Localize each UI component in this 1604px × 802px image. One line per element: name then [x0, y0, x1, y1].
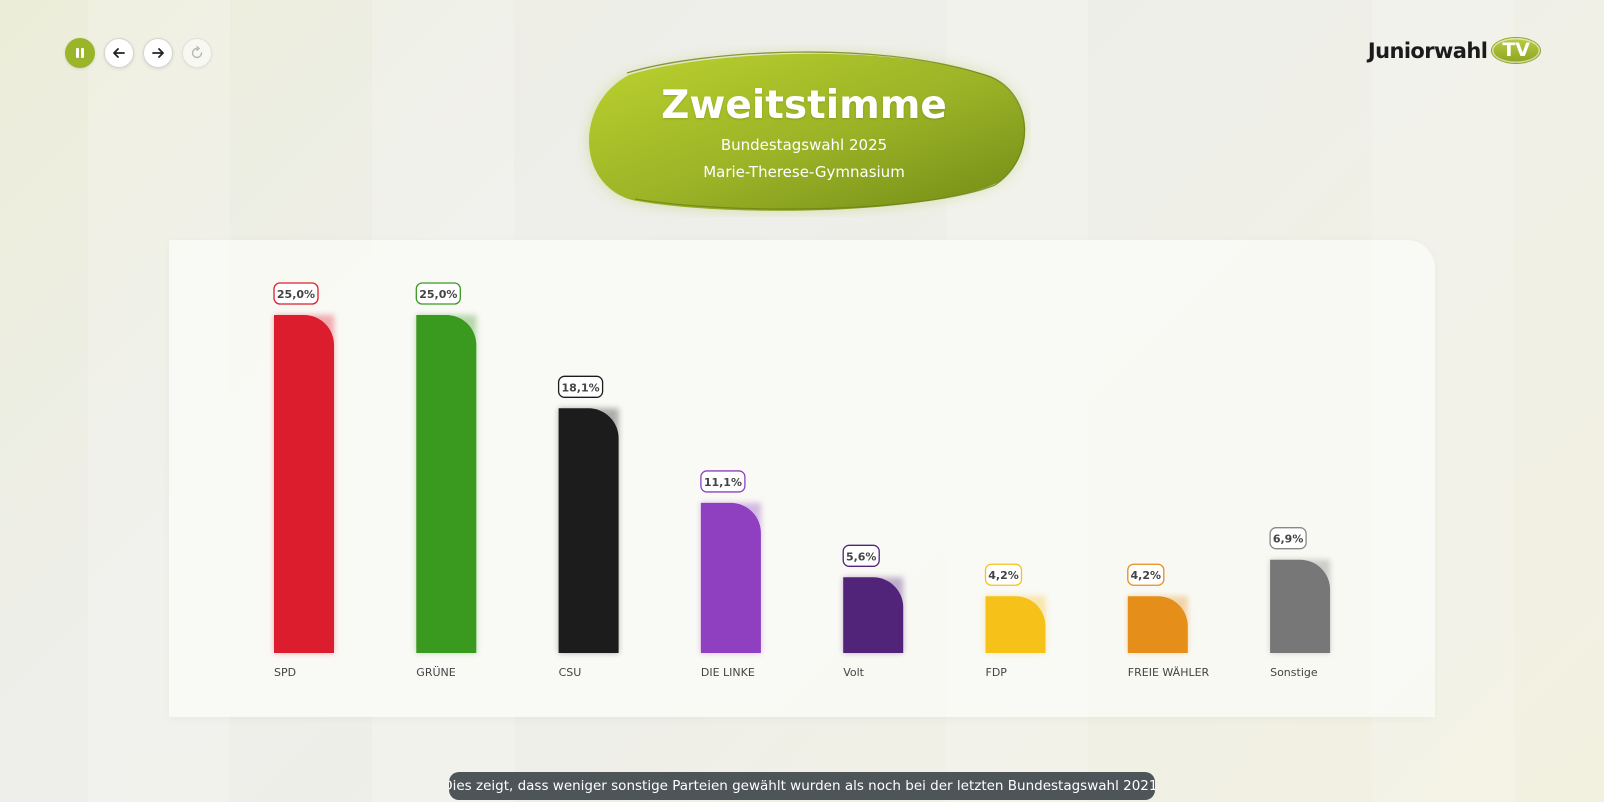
pause-icon — [76, 48, 84, 58]
bar — [843, 577, 904, 653]
bar — [416, 315, 477, 653]
value-label-box — [415, 282, 461, 305]
juniorwahl-tv-logo: Juniorwahl TV — [1368, 38, 1540, 63]
value-label-box — [1269, 527, 1307, 550]
value-label-box — [273, 282, 319, 305]
title-blob-shape — [588, 51, 1026, 211]
bar — [1127, 596, 1188, 653]
category-label: SPD — [274, 666, 296, 679]
value-label: 11,1% — [704, 476, 742, 489]
pause-button[interactable] — [65, 38, 95, 68]
next-button[interactable] — [143, 38, 173, 68]
reload-button[interactable] — [182, 38, 212, 68]
reload-icon — [191, 46, 203, 59]
logo-wordmark: Juniorwahl — [1367, 38, 1488, 63]
category-label: Volt — [843, 666, 864, 679]
chart-card: 25,0% SPD 25,0% GRÜNE 18,1% CSU 11,1% DIE LINKE… — [169, 240, 1435, 717]
value-label: 4,2% — [988, 569, 1019, 582]
bar — [985, 596, 1046, 653]
category-label: FDP — [986, 666, 1008, 679]
category-label: CSU — [559, 666, 582, 679]
value-label-box — [984, 563, 1023, 586]
arrow-left-icon — [113, 48, 125, 58]
value-label: 6,9% — [1273, 533, 1304, 546]
category-label: DIE LINKE — [701, 666, 755, 679]
category-label: GRÜNE — [416, 666, 455, 679]
arrow-right-icon — [152, 48, 164, 58]
value-label: 25,0% — [277, 288, 315, 301]
chart-title: Zweitstimme — [661, 83, 947, 128]
value-label: 5,6% — [846, 550, 877, 563]
value-label-box — [842, 544, 880, 567]
logo-tv-badge: TV — [1492, 38, 1540, 63]
chart-subtitle: Bundestagswahl 2025 — [720, 136, 888, 154]
value-label-box — [1127, 563, 1165, 586]
bar-chart: 25,0% SPD 25,0% GRÜNE 18,1% CSU 11,1% DIE LINKE… — [273, 282, 1331, 679]
value-label: 18,1% — [562, 381, 600, 394]
category-label: FREIE WÄHLER — [1128, 666, 1210, 679]
bar — [558, 408, 619, 653]
playback-controls — [65, 38, 212, 68]
previous-button[interactable] — [104, 38, 134, 68]
value-label-box — [700, 470, 746, 493]
category-label: Sonstige — [1270, 666, 1318, 679]
title-banner: Zweitstimme Bundestagswahl 2025 Marie-Th… — [577, 45, 1031, 217]
bar — [1270, 559, 1331, 653]
caption-banner: Dies zeigt, dass weniger sonstige Partei… — [449, 772, 1155, 800]
school-name: Marie-Therese-Gymnasium — [703, 163, 905, 181]
value-label: 25,0% — [419, 288, 457, 301]
bar — [700, 502, 761, 653]
value-label: 4,2% — [1131, 569, 1162, 582]
value-label-box — [557, 375, 604, 398]
bar — [274, 315, 334, 653]
